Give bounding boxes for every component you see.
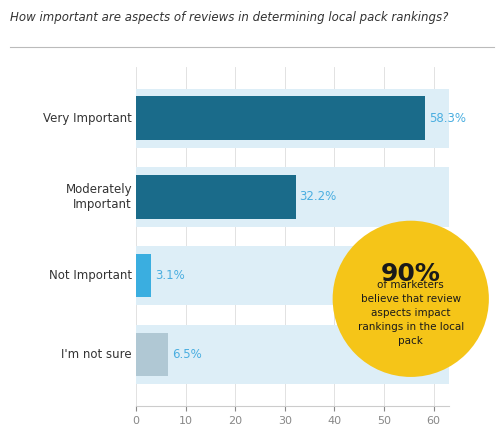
- Text: Very Important: Very Important: [43, 112, 132, 124]
- Bar: [136, 175, 296, 219]
- Text: 90%: 90%: [381, 262, 440, 286]
- Text: Not Important: Not Important: [49, 269, 132, 282]
- Text: Moderately
Important: Moderately Important: [66, 183, 132, 211]
- Bar: [136, 96, 425, 140]
- Text: 58.3%: 58.3%: [429, 112, 466, 124]
- Text: 32.2%: 32.2%: [299, 190, 337, 203]
- Text: I'm not sure: I'm not sure: [61, 348, 132, 361]
- Text: 3.1%: 3.1%: [155, 269, 184, 282]
- FancyBboxPatch shape: [136, 246, 449, 306]
- Bar: [136, 254, 152, 297]
- FancyBboxPatch shape: [136, 167, 449, 227]
- Text: How important are aspects of reviews in determining local pack rankings?: How important are aspects of reviews in …: [10, 11, 449, 24]
- Text: 6.5%: 6.5%: [172, 348, 202, 361]
- Ellipse shape: [333, 221, 489, 377]
- Text: of marketers
believe that review
aspects impact
rankings in the local
pack: of marketers believe that review aspects…: [358, 280, 464, 346]
- FancyBboxPatch shape: [136, 89, 449, 148]
- Bar: [136, 333, 168, 376]
- FancyBboxPatch shape: [136, 325, 449, 384]
